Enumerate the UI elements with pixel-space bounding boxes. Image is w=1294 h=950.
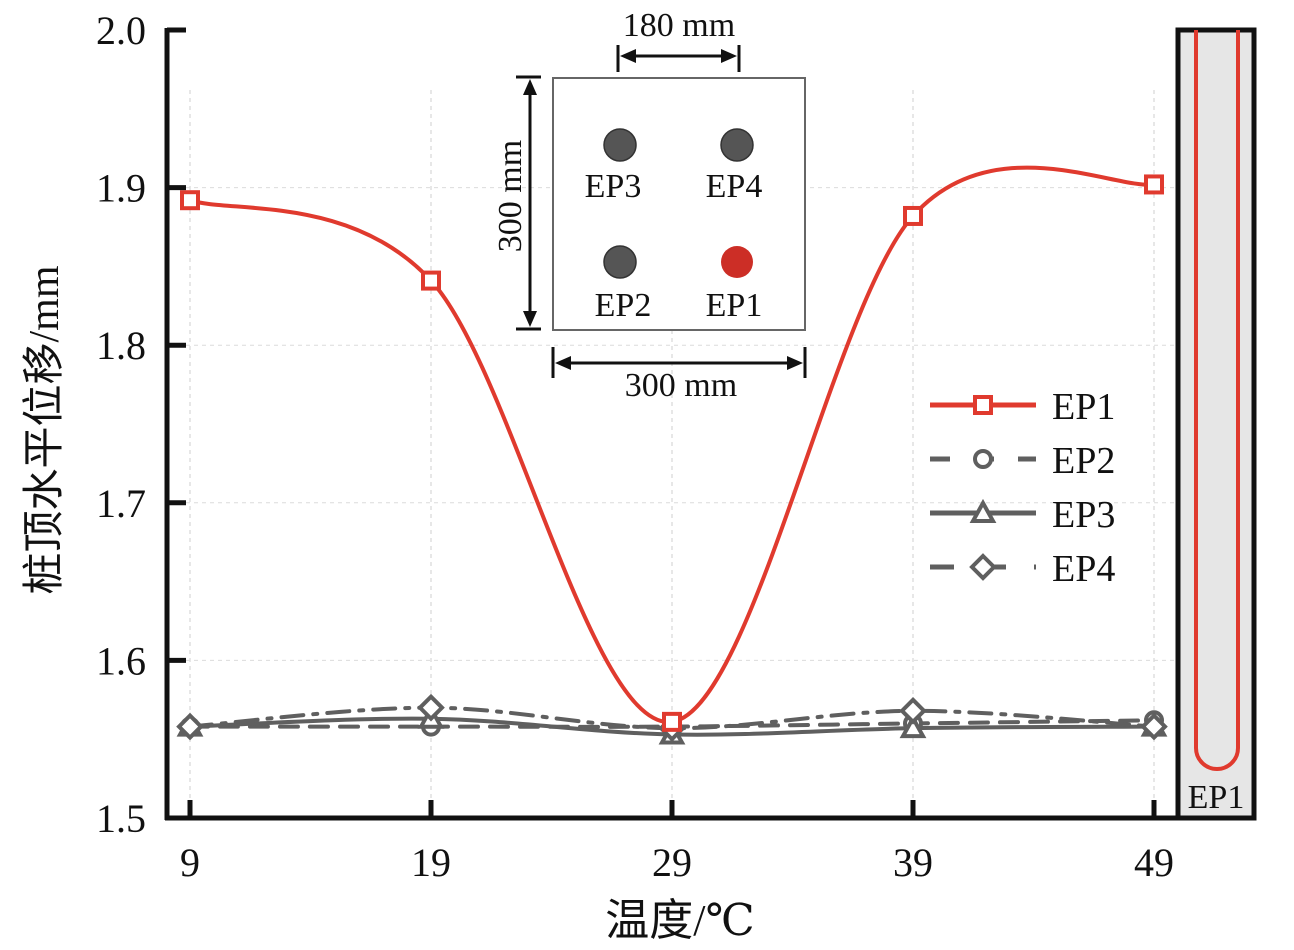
pile-body (1175, 27, 1257, 821)
data-point-ep1 (662, 711, 682, 732)
y-tick-label: 1.9 (96, 166, 146, 211)
legend-label-ep3: EP3 (1052, 494, 1115, 536)
arrowhead (523, 311, 537, 327)
inset-pile-label-ep3: EP3 (585, 168, 642, 205)
y-axis-title: 桩顶水平位移/mm (21, 265, 68, 594)
data-point-ep3 (899, 714, 927, 739)
inset-pile-label-ep4: EP4 (706, 168, 763, 205)
x-ticks: 9 19 29 39 49 (180, 800, 1174, 885)
inset-pile-label-ep1: EP1 (706, 287, 763, 324)
inset-pile-ep4 (720, 128, 754, 162)
inset-pile-ep3 (603, 128, 637, 162)
inset-plate (552, 77, 806, 331)
y-tick-label: 2.0 (96, 8, 146, 53)
arrowhead (555, 356, 571, 370)
arrowhead (523, 79, 537, 95)
data-point-ep1 (180, 190, 200, 211)
dim-top-label: 180 mm (623, 7, 735, 44)
x-tick-label: 29 (652, 840, 692, 885)
data-point-ep4 (1140, 712, 1168, 741)
arrowhead (721, 49, 737, 63)
dim-bottom-label: 300 mm (625, 367, 737, 404)
energy-pile-diagram: EP1 (1175, 27, 1257, 821)
arrowhead (620, 49, 636, 63)
y-tick-label: 1.5 (96, 796, 146, 841)
x-axis-title: 温度/℃ (605, 896, 754, 945)
y-ticks: 1.5 1.6 1.7 1.8 1.9 2.0 (96, 8, 186, 841)
inset-pile-ep1 (721, 246, 753, 278)
data-point-ep4 (176, 712, 204, 741)
legend-label-ep2: EP2 (1052, 440, 1115, 482)
legend-marker-ep3 (969, 498, 997, 523)
y-tick-label: 1.6 (96, 638, 146, 683)
legend-label-ep1: EP1 (1052, 386, 1115, 428)
y-tick-label: 1.8 (96, 323, 146, 368)
inset-pile-label-ep2: EP2 (595, 287, 652, 324)
inset-pile-ep2 (603, 245, 637, 279)
legend-marker-ep4 (969, 553, 997, 581)
data-point-ep1 (421, 270, 441, 291)
pile-diagram-label: EP1 (1188, 779, 1245, 816)
y-tick-label: 1.7 (96, 481, 146, 526)
data-point-ep1 (1144, 174, 1164, 195)
series-markers (176, 174, 1168, 745)
x-tick-label: 19 (411, 840, 451, 885)
legend-marker-ep2 (973, 449, 993, 469)
legend: EP1 EP2 EP3 EP4 (930, 386, 1115, 590)
data-point-ep1 (903, 205, 923, 226)
arrowhead (787, 356, 803, 370)
legend-label-ep4: EP4 (1052, 548, 1115, 590)
dim-side-label: 300 mm (492, 140, 529, 252)
inset-plan-diagram: 180 mm 300 mm 300 mm EP3 EP4 EP2 EP1 (492, 7, 807, 404)
data-point-ep4 (417, 693, 445, 722)
data-point-ep4 (899, 697, 927, 725)
x-tick-label: 9 (180, 840, 200, 885)
x-tick-label: 49 (1134, 840, 1174, 885)
heat-exchange-pipe (1194, 30, 1240, 771)
legend-marker-ep1 (973, 395, 993, 415)
x-tick-label: 39 (893, 840, 933, 885)
